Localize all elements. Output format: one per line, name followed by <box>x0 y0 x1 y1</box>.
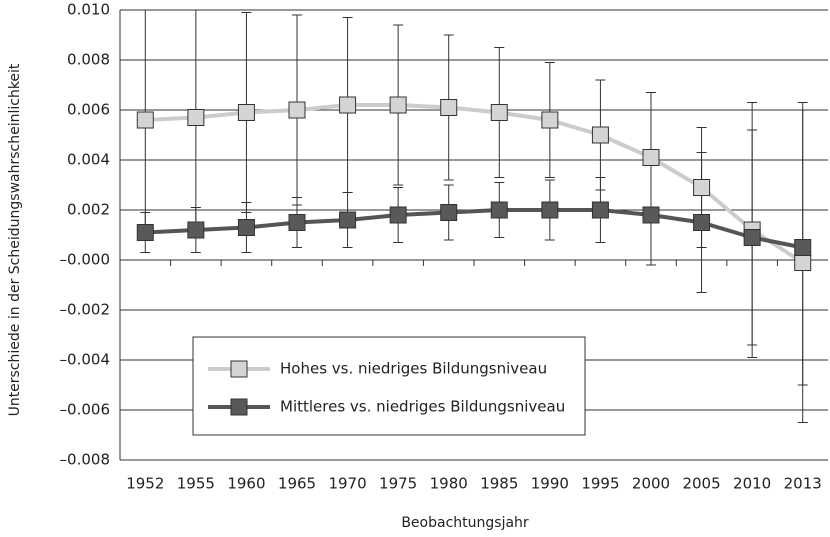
x-tick-label: 1960 <box>227 475 265 493</box>
marker <box>693 214 711 231</box>
y-tick-label: –0.000 <box>60 251 110 269</box>
marker <box>440 99 458 116</box>
marker <box>490 104 508 121</box>
legend-label: Mittleres vs. niedriges Bildungsniveau <box>280 398 565 416</box>
marker <box>136 224 154 241</box>
marker <box>187 109 205 126</box>
x-tick-label: 1970 <box>328 475 366 493</box>
x-tick-label: 1980 <box>430 475 468 493</box>
marker <box>642 206 660 224</box>
x-tick-label: 1985 <box>480 475 518 493</box>
x-tick-label: 2013 <box>784 475 822 493</box>
y-tick-label: 0.002 <box>67 201 110 219</box>
marker <box>591 201 609 219</box>
marker <box>389 206 407 224</box>
x-tick-label: 1975 <box>379 475 417 493</box>
marker <box>541 201 559 219</box>
marker <box>237 104 255 121</box>
y-tick-label: 0.010 <box>67 1 110 19</box>
x-tick-label: 1995 <box>581 475 619 493</box>
marker <box>136 111 154 129</box>
marker <box>794 254 812 271</box>
x-axis-label: Beobachtungsjahr <box>401 515 529 531</box>
marker <box>237 219 255 236</box>
marker <box>541 111 559 129</box>
marker <box>693 179 711 196</box>
y-tick-label: –0.002 <box>60 301 110 319</box>
x-tick-label: 2000 <box>632 475 670 493</box>
x-tick-label: 1990 <box>531 475 569 493</box>
marker <box>490 201 508 219</box>
marker <box>339 96 357 114</box>
marker <box>642 149 660 166</box>
y-tick-label: 0.006 <box>67 101 110 119</box>
y-tick-label: 0.004 <box>67 151 110 169</box>
y-tick-label: –0.008 <box>60 451 110 469</box>
marker <box>591 126 609 144</box>
marker <box>187 221 205 239</box>
x-tick-label: 2005 <box>682 475 720 493</box>
marker <box>288 214 306 231</box>
marker <box>794 239 812 256</box>
x-tick-label: 1965 <box>278 475 316 493</box>
x-tick-label: 1955 <box>177 475 215 493</box>
legend-label: Hohes vs. niedriges Bildungsniveau <box>280 360 547 378</box>
legend-marker <box>230 360 248 378</box>
y-axis-label: Unterschiede in der Scheidungswahrschein… <box>7 63 23 416</box>
y-tick-label: –0.004 <box>60 351 110 369</box>
x-tick-label: 2010 <box>733 475 771 493</box>
marker <box>440 204 458 221</box>
marker <box>743 229 761 246</box>
x-tick-label: 1952 <box>126 475 164 493</box>
legend-marker <box>230 398 248 416</box>
marker <box>339 211 357 229</box>
marker <box>389 96 407 114</box>
legend-box <box>192 336 586 436</box>
marker <box>288 101 306 119</box>
y-tick-label: –0.006 <box>60 401 110 419</box>
y-tick-label: 0.008 <box>67 51 110 69</box>
